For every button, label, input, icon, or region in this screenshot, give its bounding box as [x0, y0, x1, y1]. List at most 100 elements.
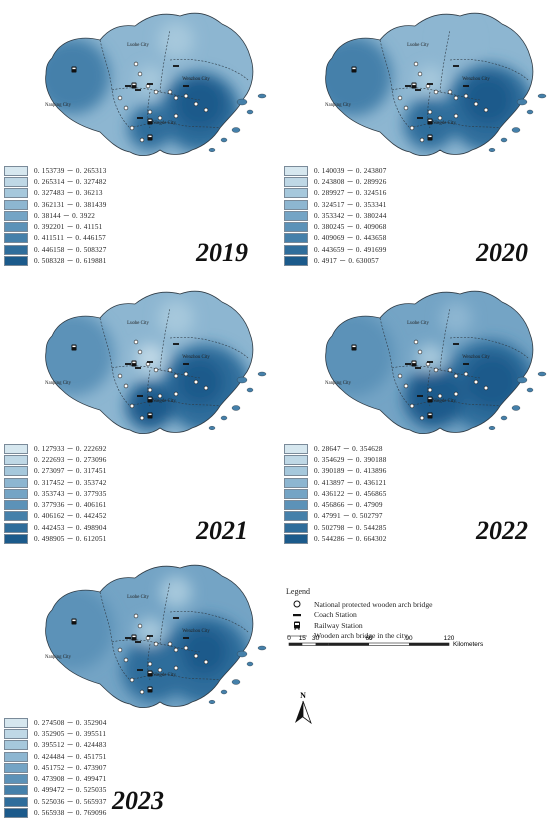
- density-hotspot: [126, 382, 174, 430]
- bridge-marker: [473, 379, 479, 385]
- legend-range-label: 0. 324517 － 0. 353341: [314, 200, 387, 209]
- legend-row: 0. 289927 － 0. 324516: [284, 188, 386, 199]
- legend-item-label: Coach Station: [314, 610, 357, 620]
- year-label-2023: 2023: [112, 786, 164, 815]
- legend-item-railway: Railway Station: [286, 620, 536, 631]
- legend-row: 0. 377936 － 0. 406161: [4, 499, 106, 511]
- coach-station-marker: [173, 65, 179, 67]
- bridge-marker: [123, 105, 129, 111]
- legend-range-label: 0. 47991 － 0. 502797: [314, 512, 383, 521]
- legend-item-bridge: National protected wooden arch bridge: [286, 599, 536, 610]
- legend-range-label: 0. 436122 － 0. 456865: [314, 489, 387, 498]
- coach-station-marker: [453, 343, 459, 345]
- bridge-marker: [473, 101, 479, 107]
- bridge-marker: [409, 125, 415, 131]
- legend-row: 0. 413897 － 0. 436121: [284, 477, 386, 488]
- legend-swatch: [4, 808, 28, 819]
- railway-station-marker: [147, 396, 153, 403]
- bridge-marker: [203, 659, 209, 665]
- legend-swatch: [284, 165, 308, 176]
- scale-tick-label: 90: [405, 635, 413, 642]
- city-label-nanping: Nanping City: [45, 655, 72, 660]
- north-label: N: [300, 691, 306, 700]
- coach-station-marker: [417, 395, 423, 397]
- city-label-luohe: Luohe City: [127, 321, 149, 326]
- bridge-marker: [483, 107, 489, 113]
- legend-row: 0. 354629 － 0. 390188: [284, 454, 386, 465]
- density-hotspot: [158, 22, 194, 58]
- railway-station-marker: [131, 360, 137, 367]
- legend-swatch: [284, 188, 308, 199]
- city-label-wenzhou: Wenzhou City: [462, 355, 490, 360]
- scale-unit-label: Kilometers: [453, 641, 483, 648]
- legend-row: 0. 392201 － 0. 41151: [4, 221, 106, 233]
- island: [220, 689, 228, 695]
- county-boundary: [379, 317, 411, 407]
- bridge-marker: [173, 373, 179, 379]
- legend-swatch: [4, 233, 28, 244]
- circle-marker-icon: [286, 600, 308, 608]
- railway-station-marker: [427, 134, 433, 141]
- panel-2019: Luohe City Wenzhou City Nanping City Ningde…: [0, 0, 275, 270]
- legend-row: 0. 498905 － 0. 612051: [4, 533, 106, 545]
- legend-row: 0. 222693 － 0. 273096: [4, 454, 106, 465]
- city-label-ningde: Ningde City: [432, 121, 456, 126]
- bridge-marker: [129, 677, 135, 683]
- county-boundary: [169, 58, 249, 81]
- railway-station-marker: [147, 134, 153, 141]
- legend-range-label: 0. 451752 － 0. 473907: [34, 763, 107, 772]
- island: [516, 98, 528, 106]
- island: [246, 387, 254, 393]
- legend-swatch: [4, 222, 28, 233]
- island: [526, 387, 534, 393]
- legend-range-label: 0. 392201 － 0. 41151: [34, 223, 103, 232]
- legend-item-label: Wooden arch bridge in the city: [314, 631, 408, 641]
- railway-station-marker: [411, 82, 417, 89]
- legend-row: 0. 508328 － 0. 619881: [4, 255, 106, 267]
- legend-swatch: [4, 785, 28, 796]
- legend-row: 0. 443659 － 0. 491699: [284, 244, 386, 255]
- density-hotspot: [464, 354, 520, 410]
- legend-swatch: [4, 522, 28, 533]
- legend-swatch: [284, 222, 308, 233]
- bridge-marker: [139, 689, 145, 695]
- bridge-marker: [157, 667, 163, 673]
- coach-station-marker: [405, 85, 411, 87]
- legend-range-label: 0. 38144 － 0. 3922: [34, 211, 96, 220]
- bridge-marker: [409, 403, 415, 409]
- railway-station-marker: [427, 412, 433, 419]
- bridge-marker: [427, 387, 433, 393]
- density-hotspot: [462, 74, 514, 126]
- bridge-marker: [137, 623, 143, 629]
- coach-station-marker: [135, 89, 141, 91]
- legend-row: 0. 502798 － 0. 544285: [284, 522, 386, 533]
- legend-row: 0. 153739 － 0. 265313: [4, 165, 106, 176]
- legend-row: 0. 544286 － 0. 664302: [284, 533, 386, 545]
- legend-range-label: 0. 525036 － 0. 565937: [34, 797, 107, 806]
- island: [257, 371, 267, 377]
- legend-swatch: [284, 443, 308, 454]
- map-2023: Luohe City Wenzhou City Nanping City Ningde…: [45, 564, 267, 708]
- island: [526, 109, 534, 115]
- coach-station-marker: [463, 363, 469, 365]
- legend-row: 0. 38144 － 0. 3922: [4, 210, 106, 221]
- bridge-marker: [139, 415, 145, 421]
- bridge-marker: [193, 379, 199, 385]
- bridge-marker: [117, 373, 123, 379]
- legend-row: 0. 273097 － 0. 317451: [4, 466, 106, 477]
- county-boundary: [147, 643, 151, 681]
- legend-swatch: [4, 511, 28, 522]
- island: [231, 127, 241, 133]
- railway-station-marker: [351, 66, 357, 73]
- province-outline: [45, 290, 254, 434]
- city-label-ningde: Ningde City: [152, 399, 176, 404]
- city-label-luohe: Luohe City: [407, 43, 429, 48]
- legend-item-boundary: Wooden arch bridge in the city: [286, 631, 536, 642]
- coach-station-marker: [183, 637, 189, 639]
- legend-swatch: [4, 443, 28, 454]
- bridge-marker: [483, 385, 489, 391]
- legend-range-label: 0. 362131 － 0. 381439: [34, 200, 107, 209]
- legend-range-label: 0. 380245 － 0. 409068: [314, 223, 387, 232]
- year-label-2020: 2020: [476, 238, 528, 267]
